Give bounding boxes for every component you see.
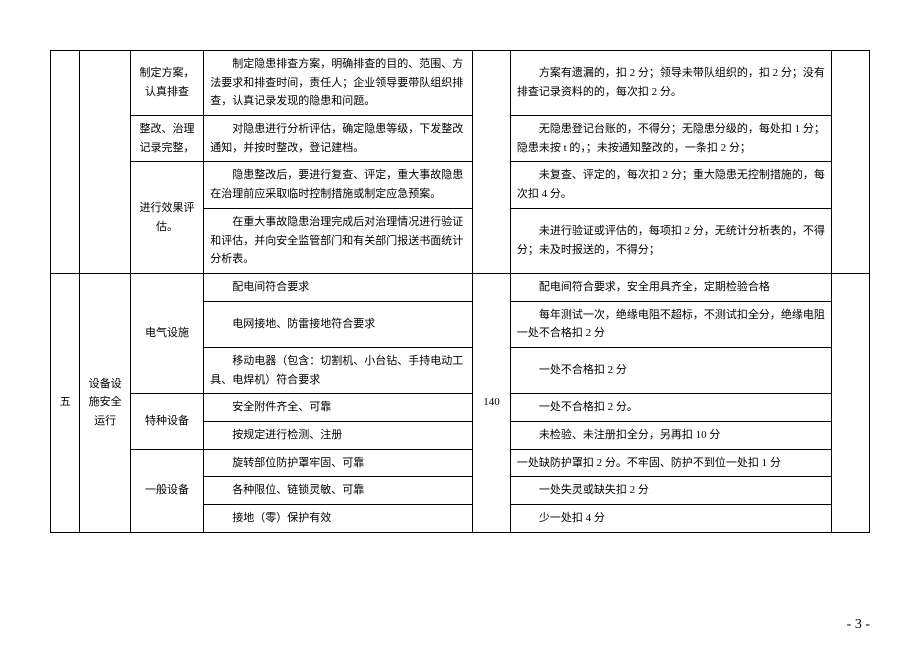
table-row: 整改、治理记录完整， 对隐患进行分析评估，确定隐患等级，下发整改通知，并按时整改… — [51, 116, 870, 162]
cell-requirement: 在重大事故隐患治理完成后对治理情况进行验证和评估，并向安全监管部门和有关部门报送… — [204, 208, 473, 273]
cell-seq: 五 — [51, 273, 80, 532]
cell-item: 整改、治理记录完整， — [130, 116, 204, 162]
cell-deduction: 每年测试一次，绝缘电阻不超标，不测试扣全分，绝缘电阻一处不合格扣 2 分 — [510, 301, 831, 347]
assessment-table: 制定方案，认真排查 制定隐患排查方案，明确排查的目的、范围、方法要求和排查时间，… — [50, 50, 870, 533]
cell-item: 进行效果评估。 — [130, 162, 204, 273]
cell-requirement: 各种限位、链锁灵敏、可靠 — [204, 477, 473, 505]
table-row: 五 设备设施安全运行 电气设施 配电间符合要求 140 配电间符合要求，安全用具… — [51, 273, 870, 301]
cell-requirement: 移动电器（包含：切割机、小台钻、手持电动工具、电焊机）符合要求 — [204, 347, 473, 393]
page-number: - 3 - — [847, 617, 870, 633]
cell-score: 140 — [473, 273, 511, 532]
cell-requirement: 电网接地、防雷接地符合要求 — [204, 301, 473, 347]
cell-score — [473, 51, 511, 274]
cell-item: 特种设备 — [130, 394, 204, 449]
cell-requirement: 对隐患进行分析评估，确定隐患等级，下发整改通知，并按时整改，登记建档。 — [204, 116, 473, 162]
cell-item: 制定方案，认真排查 — [130, 51, 204, 116]
cell-requirement: 隐患整改后，要进行复查、评定，重大事故隐患在治理前应采取临时控制措施或制定应急预… — [204, 162, 473, 208]
cell-item: 电气设施 — [130, 273, 204, 393]
cell-requirement: 接地（零）保护有效 — [204, 505, 473, 533]
cell-requirement: 安全附件齐全、可靠 — [204, 394, 473, 422]
cell-deduction: 配电间符合要求，安全用具齐全，定期检验合格 — [510, 273, 831, 301]
table-row: 进行效果评估。 隐患整改后，要进行复查、评定，重大事故隐患在治理前应采取临时控制… — [51, 162, 870, 208]
assessment-table-wrap: 制定方案，认真排查 制定隐患排查方案，明确排查的目的、范围、方法要求和排查时间，… — [50, 50, 870, 533]
cell-remark — [832, 51, 870, 274]
table-row: 一般设备 旋转部位防护罩牢固、可靠 一处缺防护罩扣 2 分。不牢固、防护不到位一… — [51, 449, 870, 477]
cell-requirement: 按规定进行检测、注册 — [204, 422, 473, 450]
cell-category: 设备设施安全运行 — [80, 273, 130, 532]
cell-requirement: 制定隐患排查方案，明确排查的目的、范围、方法要求和排查时间，责任人；企业领导要带… — [204, 51, 473, 116]
cell-deduction: 方案有遗漏的，扣 2 分；领导未带队组织的，扣 2 分；没有排查记录资料的的，每… — [510, 51, 831, 116]
table-row: 特种设备 安全附件齐全、可靠 一处不合格扣 2 分。 — [51, 394, 870, 422]
cell-deduction: 少一处扣 4 分 — [510, 505, 831, 533]
cell-deduction: 无隐患登记台账的，不得分；无隐患分级的，每处扣 1 分；隐患未按 t 的，；未按… — [510, 116, 831, 162]
cell-deduction: 未进行验证或评估的，每项扣 2 分，无统计分析表的，不得分；未及时报送的，不得分… — [510, 208, 831, 273]
cell-seq — [51, 51, 80, 274]
table-row: 制定方案，认真排查 制定隐患排查方案，明确排查的目的、范围、方法要求和排查时间，… — [51, 51, 870, 116]
cell-deduction: 未检验、未注册扣全分，另再扣 10 分 — [510, 422, 831, 450]
cell-deduction: 一处失灵或缺失扣 2 分 — [510, 477, 831, 505]
cell-item: 一般设备 — [130, 449, 204, 532]
cell-remark — [832, 273, 870, 532]
cell-requirement: 旋转部位防护罩牢固、可靠 — [204, 449, 473, 477]
cell-category — [80, 51, 130, 274]
cell-deduction: 一处缺防护罩扣 2 分。不牢固、防护不到位一处扣 1 分 — [510, 449, 831, 477]
cell-deduction: 一处不合格扣 2 分。 — [510, 394, 831, 422]
cell-deduction: 一处不合格扣 2 分 — [510, 347, 831, 393]
cell-requirement: 配电间符合要求 — [204, 273, 473, 301]
cell-deduction: 未复查、评定的，每次扣 2 分；重大隐患无控制措施的，每次扣 4 分。 — [510, 162, 831, 208]
